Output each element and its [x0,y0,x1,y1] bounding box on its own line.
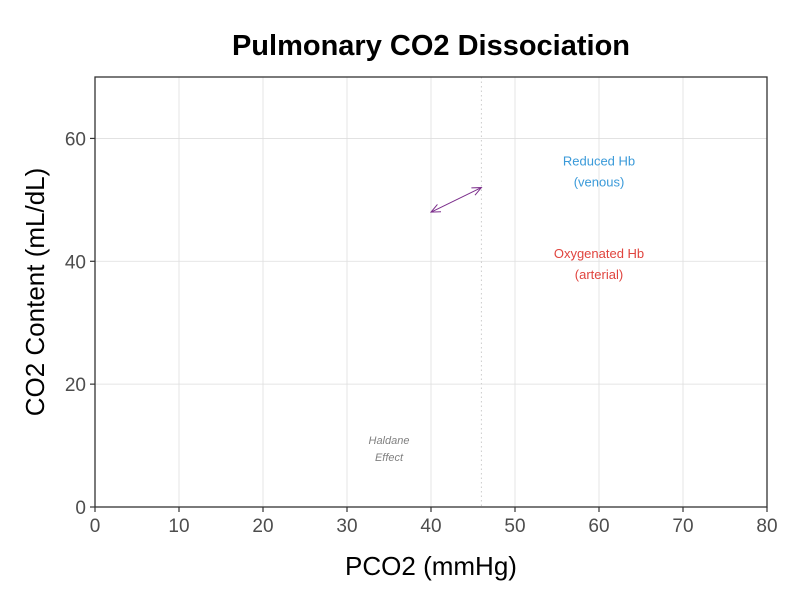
arrow-group [429,187,483,213]
annotation-text: Oxygenated Hb [554,246,644,261]
x-axis-title: PCO2 (mmHg) [345,551,517,581]
annotations: Reduced Hb (venous) Oxygenated Hb (arterial… [369,154,645,464]
annotation-text: (arterial) [575,267,623,282]
arrow-head-end [471,187,483,196]
x-tick-label: 0 [90,516,101,537]
x-tick-label: 80 [756,516,777,537]
chart-title: Pulmonary CO2 Dissociation [232,30,630,62]
annotation-text: Effect [375,452,404,464]
x-tick-label: 20 [252,516,273,537]
x-tick-label: 60 [588,516,609,537]
y-tick-label: 60 [65,129,86,150]
y-tick-label: 40 [65,252,86,273]
x-tick-label: 10 [168,516,189,537]
arrow-shaft [430,187,482,213]
x-tick-label: 30 [336,516,357,537]
y-tick-label: 0 [75,498,86,519]
x-tick-label: 40 [420,516,441,537]
annotation-text: (venous) [574,175,625,190]
y-tick-label: 20 [65,375,86,396]
y-axis: 0 20 40 60 [65,129,95,519]
x-tick-label: 50 [504,516,525,537]
x-axis: 0 10 20 30 40 50 60 70 80 [90,507,778,537]
annotation-text: Haldane [369,435,410,447]
y-axis-title: CO2 Content (mL/dL) [20,168,50,417]
x-tick-label: 70 [672,516,693,537]
annotation-text: Reduced Hb [563,154,635,169]
arrow-head-start [429,204,442,213]
